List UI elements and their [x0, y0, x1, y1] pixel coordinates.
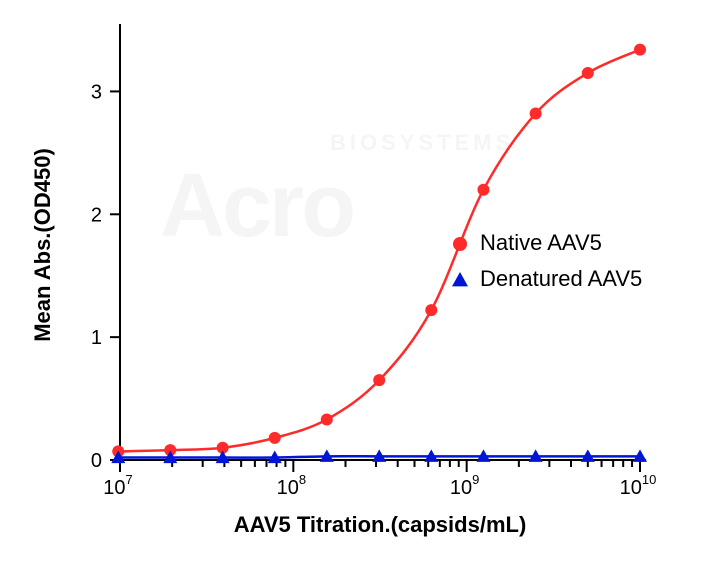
- x-tick-label: 109: [450, 472, 479, 499]
- data-marker: [425, 304, 437, 316]
- legend-label: Native AAV5: [480, 230, 602, 255]
- x-tick-label: 108: [277, 472, 306, 499]
- y-tick-label: 0: [91, 450, 102, 472]
- data-marker: [582, 67, 594, 79]
- data-marker: [634, 44, 646, 56]
- y-tick-label: 3: [91, 81, 102, 103]
- data-marker: [373, 374, 385, 386]
- y-axis-label: Mean Abs.(OD450): [30, 148, 55, 342]
- y-tick-label: 1: [91, 327, 102, 349]
- legend-marker: [453, 237, 467, 251]
- chart-container: BIOSYSTEMS Acro 01231071081091010AAV5 Ti…: [0, 0, 707, 570]
- data-marker: [477, 184, 489, 196]
- y-tick-label: 2: [91, 204, 102, 226]
- data-marker: [321, 413, 333, 425]
- data-marker: [530, 108, 542, 120]
- legend-marker: [452, 272, 468, 286]
- legend-label: Denatured AAV5: [480, 266, 642, 291]
- x-axis-label: AAV5 Titration.(capsids/mL): [234, 512, 527, 537]
- chart-svg: 0 1 2 3 107 108 109 1010 AAV5 Titration.(capsids…: [0, 0, 707, 570]
- data-marker: [269, 432, 281, 444]
- x-tick-label: 1010: [620, 472, 657, 499]
- x-tick-label: 107: [103, 472, 132, 499]
